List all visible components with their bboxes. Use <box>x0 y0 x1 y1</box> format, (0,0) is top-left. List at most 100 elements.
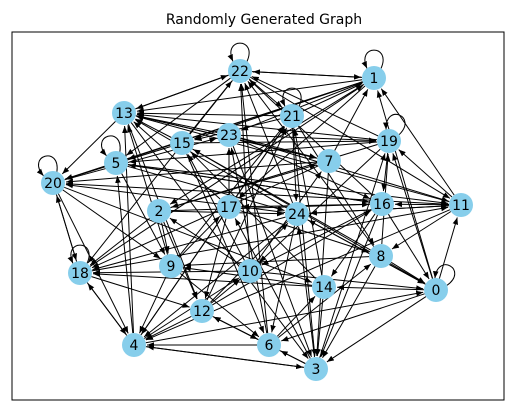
node-20: 20 <box>41 171 65 195</box>
node-circle-16 <box>370 192 394 216</box>
node-label-20: 20 <box>44 176 62 192</box>
edge-13-to-20 <box>61 121 116 175</box>
edge-2-to-16 <box>170 201 370 212</box>
node-label-21: 21 <box>283 109 301 125</box>
edge-10-to-0 <box>261 271 424 291</box>
edge-1-to-23 <box>240 81 363 131</box>
edge-14-to-15 <box>190 151 316 279</box>
edge-16-to-10 <box>261 208 372 266</box>
edge-21-to-8 <box>297 125 375 246</box>
edge-8-to-3 <box>322 266 376 358</box>
edge-22-to-11 <box>250 76 451 199</box>
edge-18-to-4 <box>86 282 127 335</box>
node-label-17: 17 <box>220 200 238 216</box>
edge-9-to-6 <box>179 273 260 338</box>
self-loop-5 <box>99 135 121 157</box>
node-circle-17 <box>217 195 241 219</box>
node-9: 9 <box>159 254 183 278</box>
edge-4-to-3 <box>145 346 304 370</box>
edge-23-to-16 <box>239 139 371 200</box>
edge-17-to-8 <box>240 210 369 253</box>
node-circle-12 <box>190 299 214 323</box>
node-15: 15 <box>170 131 194 155</box>
edge-20-to-18 <box>55 194 77 261</box>
edge-11-to-19 <box>398 149 453 198</box>
node-label-1: 1 <box>370 71 379 87</box>
edge-14-to-18 <box>92 271 313 287</box>
edge-18-to-12 <box>91 276 190 308</box>
node-label-22: 22 <box>231 64 249 80</box>
node-circle-8 <box>369 244 393 268</box>
edge-22-to-18 <box>87 80 233 264</box>
node-0: 0 <box>424 278 448 302</box>
node-label-3: 3 <box>312 362 321 378</box>
node-circle-18 <box>68 261 92 285</box>
node-label-5: 5 <box>112 156 121 172</box>
node-circle-1 <box>362 66 386 90</box>
node-circle-5 <box>104 151 128 175</box>
node-circle-6 <box>257 333 281 357</box>
edge-2-to-9 <box>161 222 170 254</box>
edge-21-to-13 <box>136 110 281 117</box>
plot-frame <box>11 31 505 401</box>
edge-0-to-11 <box>438 217 459 279</box>
node-circle-19 <box>377 129 401 153</box>
edge-9-to-17 <box>179 215 221 258</box>
node-circle-4 <box>122 333 146 357</box>
node-circle-10 <box>238 259 262 283</box>
edge-17-to-4 <box>140 216 223 335</box>
edge-14-to-3 <box>315 298 324 357</box>
edge-6-to-8 <box>278 263 372 338</box>
node-label-6: 6 <box>265 338 274 354</box>
edge-0-to-6 <box>281 293 425 342</box>
node-label-11: 11 <box>452 198 470 214</box>
node-6: 6 <box>257 333 281 357</box>
edge-13-to-3 <box>130 122 309 359</box>
node-label-2: 2 <box>155 204 164 220</box>
edge-3-to-17 <box>234 218 311 359</box>
node-2: 2 <box>147 199 171 223</box>
edge-24-to-22 <box>244 82 294 204</box>
edge-12-to-21 <box>206 127 288 301</box>
node-circle-3 <box>304 357 328 381</box>
node-1: 1 <box>362 66 386 90</box>
node-label-12: 12 <box>193 304 211 320</box>
node-label-7: 7 <box>325 154 334 170</box>
node-label-16: 16 <box>373 197 391 213</box>
node-circle-22 <box>228 59 252 83</box>
edge-11-to-16 <box>394 201 450 208</box>
edge-22-to-21 <box>248 78 283 108</box>
edge-16-to-0 <box>387 213 430 280</box>
edge-20-to-9 <box>62 189 161 259</box>
edge-12-to-4 <box>145 315 192 340</box>
node-5: 5 <box>104 151 128 175</box>
node-label-8: 8 <box>377 249 386 265</box>
node-label-23: 23 <box>220 128 238 144</box>
edge-18-to-11 <box>91 205 449 272</box>
edge-21-to-1 <box>302 83 363 112</box>
node-circle-21 <box>280 104 304 128</box>
node-label-9: 9 <box>167 259 176 275</box>
edge-24-to-18 <box>92 216 286 271</box>
edge-12-to-6 <box>212 315 258 340</box>
node-23: 23 <box>217 123 241 147</box>
node-circle-23 <box>217 123 241 147</box>
node-circle-15 <box>170 131 194 155</box>
edge-22-to-1 <box>251 71 362 80</box>
edge-20-to-4 <box>57 193 129 334</box>
edge-11-to-8 <box>391 211 452 250</box>
edge-11-to-13 <box>136 115 450 203</box>
edge-7-to-18 <box>91 165 319 269</box>
node-label-19: 19 <box>380 134 398 150</box>
node-label-15: 15 <box>173 136 191 152</box>
node-21: 21 <box>280 104 304 128</box>
edge-12-to-10 <box>210 278 241 304</box>
edge-19-to-13 <box>136 112 378 141</box>
node-circle-9 <box>159 254 183 278</box>
edge-24-to-20 <box>65 182 286 213</box>
node-24: 24 <box>285 202 309 226</box>
edges-layer <box>55 69 459 370</box>
node-3: 3 <box>304 357 328 381</box>
edge-24-to-4 <box>143 221 288 338</box>
